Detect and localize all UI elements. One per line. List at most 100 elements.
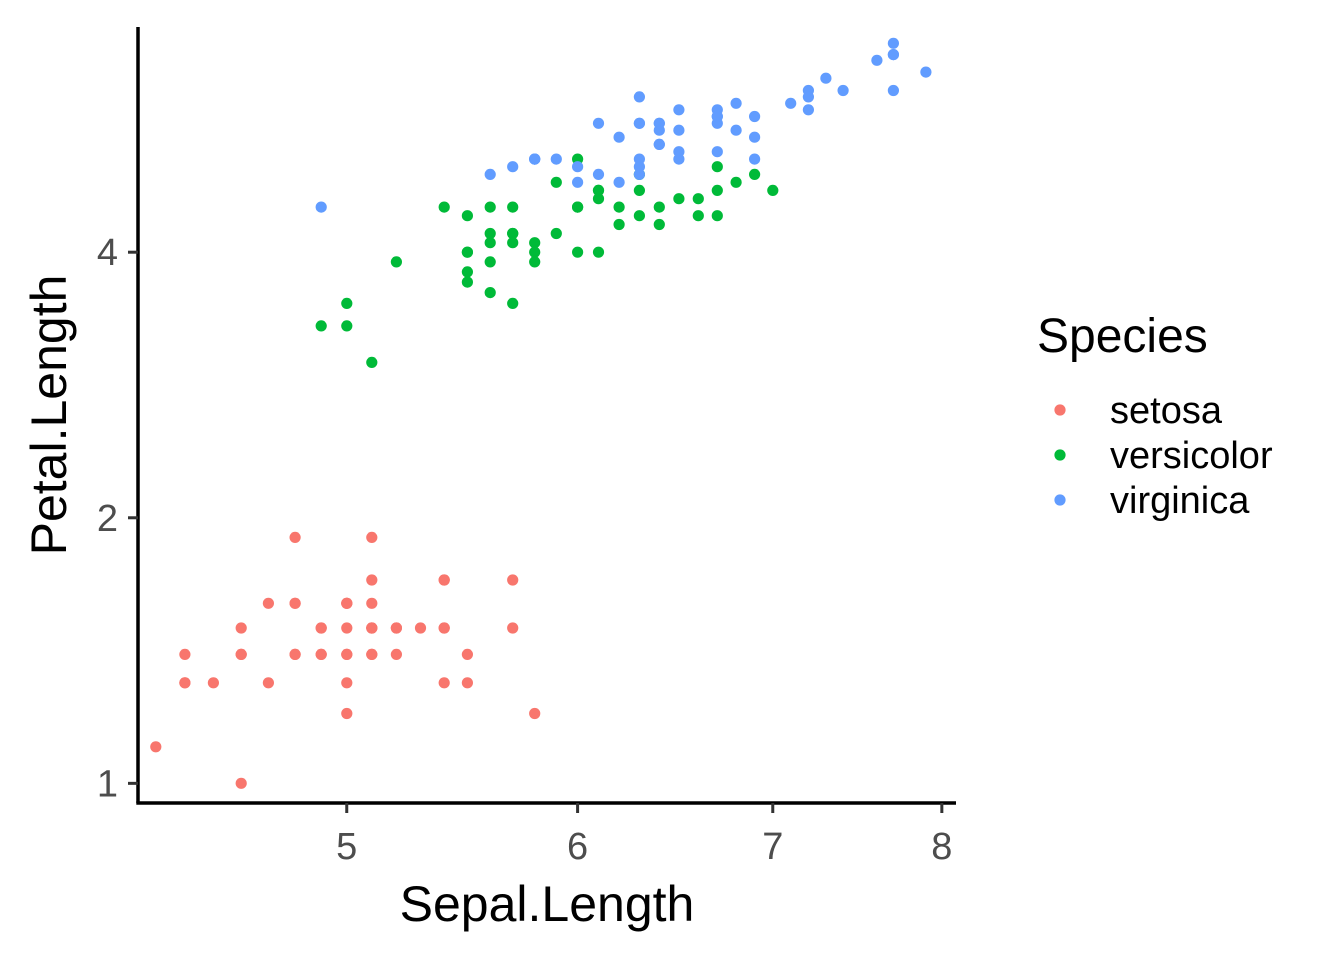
data-point-versicolor xyxy=(592,193,605,205)
y-axis-ticks: 1 2 4 xyxy=(97,232,138,805)
data-point-setosa xyxy=(461,677,473,689)
data-point-virginica xyxy=(749,131,761,143)
data-point-virginica xyxy=(711,146,723,158)
data-point-setosa xyxy=(315,622,327,634)
data-point-virginica xyxy=(653,124,665,136)
data-point-setosa xyxy=(507,574,519,586)
data-point-versicolor xyxy=(529,256,541,268)
legend-title: Species xyxy=(1037,310,1208,363)
data-point-versicolor xyxy=(484,201,496,213)
data-point-setosa xyxy=(390,648,402,661)
data-point-virginica xyxy=(653,138,665,150)
data-point-versicolor xyxy=(711,184,723,196)
legend-label-versicolor: versicolor xyxy=(1110,435,1273,477)
data-point-versicolor xyxy=(529,237,541,249)
x-tick-label: 8 xyxy=(931,826,952,868)
data-point-versicolor xyxy=(315,320,327,332)
data-point-virginica xyxy=(592,168,605,180)
data-point-setosa xyxy=(179,677,191,689)
y-tick-label: 4 xyxy=(97,232,118,274)
data-point-versicolor xyxy=(507,297,519,309)
y-tick-label: 2 xyxy=(97,498,118,540)
legend-label-virginica: virginica xyxy=(1110,480,1250,522)
data-point-versicolor xyxy=(461,276,473,288)
data-point-versicolor xyxy=(507,201,519,213)
data-point-virginica xyxy=(837,84,849,97)
data-point-setosa xyxy=(341,707,353,720)
data-point-setosa xyxy=(341,622,353,634)
data-point-virginica xyxy=(730,124,742,136)
x-tick-label: 7 xyxy=(762,826,783,868)
data-point-versicolor xyxy=(461,246,473,258)
data-point-virginica xyxy=(592,117,605,129)
data-point-setosa xyxy=(390,622,402,634)
data-point-virginica xyxy=(613,176,625,188)
data-point-versicolor xyxy=(730,176,742,188)
x-axis-title: Sepal.Length xyxy=(400,876,695,932)
data-point-versicolor xyxy=(390,256,402,268)
data-point-setosa xyxy=(414,622,427,634)
data-point-setosa xyxy=(289,531,301,544)
data-point-setosa xyxy=(438,622,450,634)
data-point-virginica xyxy=(633,161,646,173)
data-point-virginica xyxy=(507,161,519,173)
data-point-setosa xyxy=(366,648,378,661)
data-point-versicolor xyxy=(613,218,625,231)
data-point-virginica xyxy=(633,91,646,103)
data-point-virginica xyxy=(484,168,496,180)
data-point-virginica xyxy=(673,146,685,158)
data-point-virginica xyxy=(802,104,815,116)
data-point-virginica xyxy=(871,54,883,66)
data-point-virginica xyxy=(887,84,900,97)
data-point-versicolor xyxy=(692,193,704,205)
data-point-virginica xyxy=(887,37,900,49)
data-point-virginica xyxy=(633,168,646,180)
data-point-versicolor xyxy=(653,201,665,213)
points-layer xyxy=(150,37,932,789)
data-point-versicolor xyxy=(341,320,353,332)
data-point-versicolor xyxy=(633,184,646,196)
data-point-setosa xyxy=(438,574,450,586)
data-point-versicolor xyxy=(529,246,541,258)
data-point-versicolor xyxy=(341,297,353,309)
data-point-virginica xyxy=(920,66,932,78)
x-axis-ticks: 5 6 7 8 xyxy=(336,803,952,868)
data-point-versicolor xyxy=(749,168,761,180)
data-point-versicolor xyxy=(484,287,496,299)
data-point-setosa xyxy=(366,597,378,609)
data-point-virginica xyxy=(572,161,584,173)
data-point-versicolor xyxy=(366,356,378,368)
data-point-setosa xyxy=(529,707,541,720)
data-point-versicolor xyxy=(767,184,779,196)
data-point-setosa xyxy=(235,777,247,789)
data-point-versicolor xyxy=(592,184,605,196)
data-point-setosa xyxy=(262,677,274,689)
data-point-setosa xyxy=(341,677,353,689)
data-point-virginica xyxy=(749,153,761,165)
x-tick-label: 6 xyxy=(567,826,588,868)
data-point-versicolor xyxy=(572,246,584,258)
data-point-setosa xyxy=(341,648,353,661)
data-point-virginica xyxy=(613,131,625,143)
data-point-setosa xyxy=(262,597,274,609)
data-point-versicolor xyxy=(572,201,584,213)
legend-label-setosa: setosa xyxy=(1110,390,1223,432)
data-point-setosa xyxy=(366,531,378,544)
data-point-versicolor xyxy=(550,176,562,188)
data-point-setosa xyxy=(235,648,247,661)
data-point-versicolor xyxy=(438,201,450,213)
data-point-virginica xyxy=(572,176,584,188)
data-point-versicolor xyxy=(592,246,605,258)
data-point-versicolor xyxy=(484,256,496,268)
data-point-virginica xyxy=(673,124,685,136)
data-point-setosa xyxy=(366,574,378,586)
data-point-setosa xyxy=(235,622,247,634)
data-point-virginica xyxy=(749,110,761,123)
data-point-setosa xyxy=(438,677,450,689)
data-point-versicolor xyxy=(461,266,473,278)
data-point-versicolor xyxy=(484,227,496,240)
legend-key-versicolor xyxy=(1054,449,1066,461)
